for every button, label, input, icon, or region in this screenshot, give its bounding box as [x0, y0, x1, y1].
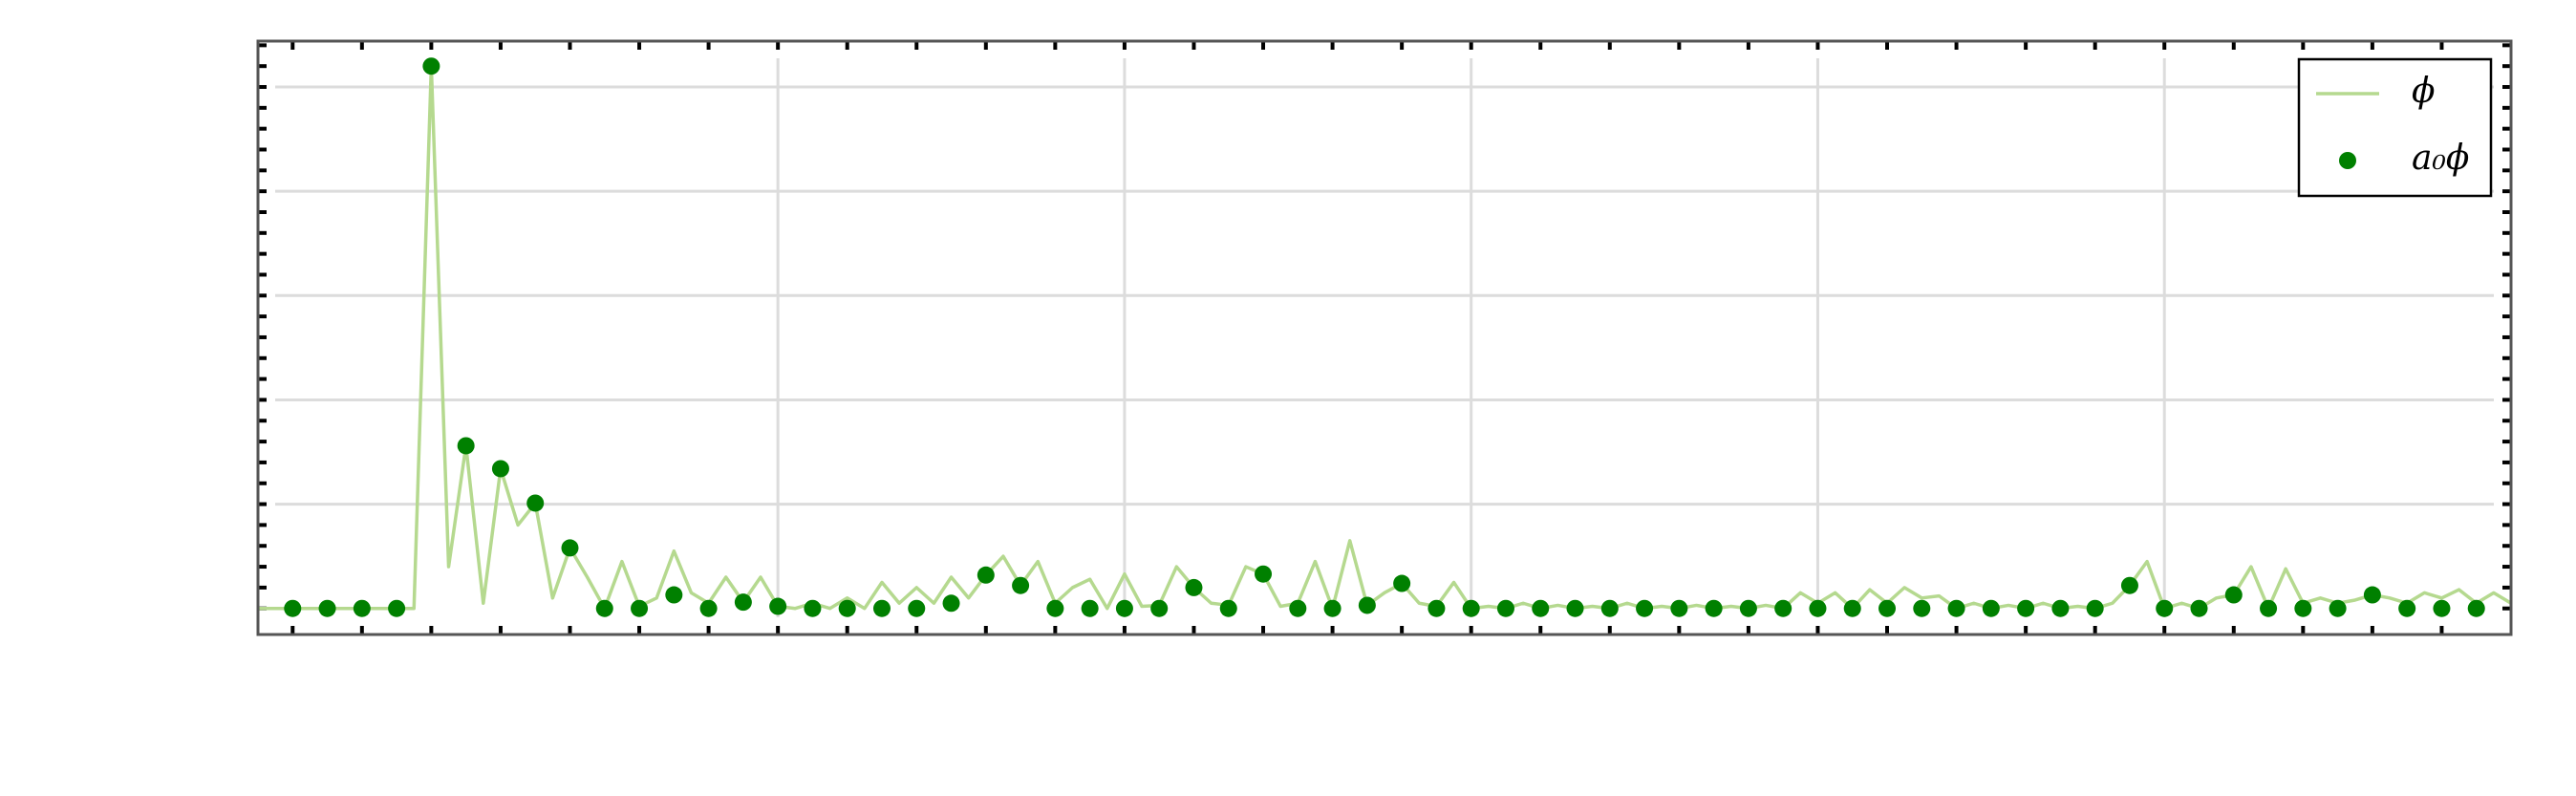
data-point — [2051, 599, 2070, 617]
data-point — [838, 599, 856, 617]
data-point — [1185, 578, 1203, 596]
legend-label: a₀ϕ — [2412, 139, 2469, 178]
data-point — [491, 460, 509, 478]
data-point — [1496, 599, 1514, 617]
data-point — [2017, 599, 2035, 617]
data-point — [1115, 599, 1133, 617]
data-point — [284, 599, 302, 617]
data-point — [318, 599, 336, 617]
data-point — [804, 599, 822, 617]
data-point — [769, 597, 787, 615]
data-point — [2467, 599, 2485, 617]
data-point — [1012, 576, 1030, 594]
data-point — [1982, 599, 2000, 617]
data-point — [1081, 599, 1099, 617]
data-point — [1323, 599, 1342, 617]
data-point — [2363, 586, 2381, 604]
data-point — [699, 599, 718, 617]
data-point — [734, 593, 752, 612]
data-line — [258, 64, 2512, 611]
data-point — [908, 599, 926, 617]
data-point — [2433, 599, 2451, 617]
data-point — [353, 599, 371, 617]
data-point — [2329, 599, 2347, 617]
data-point — [1670, 599, 1688, 617]
data-point — [1219, 599, 1237, 617]
data-point — [1566, 599, 1584, 617]
plot-frame — [256, 39, 2513, 636]
data-point — [942, 594, 960, 613]
data-point — [1705, 599, 1723, 617]
legend: ϕ a₀ϕ — [2297, 57, 2493, 198]
data-point — [1878, 599, 1897, 617]
data-point — [1600, 599, 1619, 617]
data-point — [631, 599, 649, 617]
data-point — [1532, 599, 1550, 617]
data-point — [1393, 574, 1411, 592]
legend-box — [2297, 57, 2493, 198]
data-point — [422, 57, 440, 75]
data-point — [1913, 599, 1931, 617]
legend-label: ϕ — [2412, 72, 2436, 111]
data-point — [1947, 599, 1965, 617]
data-point — [2260, 599, 2278, 617]
data-point — [1843, 599, 1861, 617]
data-point — [1774, 599, 1792, 617]
data-point — [977, 566, 995, 584]
data-point — [457, 437, 475, 455]
data-point — [1289, 599, 1307, 617]
data-point — [1636, 599, 1654, 617]
data-point — [872, 599, 891, 617]
legend-swatch — [2339, 152, 2356, 169]
data-point — [1462, 599, 1480, 617]
data-point — [2086, 599, 2104, 617]
data-point — [388, 599, 406, 617]
data-point — [1150, 599, 1169, 617]
data-point — [2190, 599, 2208, 617]
data-point — [1255, 565, 1273, 583]
data-point — [665, 586, 683, 604]
data-point — [561, 539, 579, 557]
data-point — [2224, 586, 2243, 604]
data-point — [1046, 599, 1064, 617]
data-point — [1358, 596, 1376, 614]
data-point — [2120, 576, 2138, 594]
data-point — [2156, 599, 2174, 617]
data-point — [595, 599, 613, 617]
data-point — [2294, 599, 2312, 617]
data-point — [1739, 599, 1757, 617]
data-point — [2398, 599, 2416, 617]
data-point — [526, 494, 545, 512]
data-point — [1428, 599, 1446, 617]
data-point — [1809, 599, 1827, 617]
